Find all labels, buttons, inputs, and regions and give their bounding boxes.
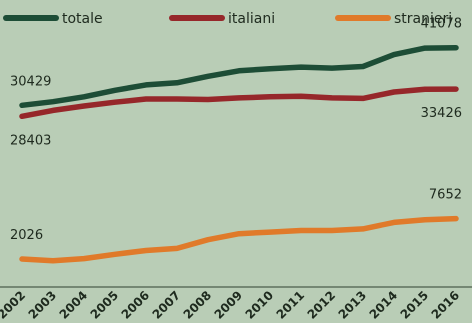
data-label-italiani-start: 28403: [10, 133, 51, 148]
series-lines: [19, 44, 459, 264]
legend-label-italiani: italiani: [228, 11, 275, 27]
legend-label-totale: totale: [62, 11, 103, 27]
series-line-totale: [19, 44, 459, 109]
data-label-stranieri-end: 7652: [429, 188, 462, 203]
data-labels: 30429 41078 28403 33426 2026 7652: [10, 17, 462, 243]
data-label-totale-start: 30429: [10, 74, 51, 89]
data-label-stranieri-start: 2026: [10, 228, 43, 243]
legend-label-stranieri: stranieri: [394, 11, 452, 27]
data-label-italiani-end: 33426: [421, 106, 462, 121]
series-line-italiani: [19, 86, 459, 120]
data-label-totale-end: 41078: [421, 17, 462, 32]
legend: totale italiani stranieri: [3, 11, 452, 27]
series-line-stranieri: [19, 215, 459, 264]
